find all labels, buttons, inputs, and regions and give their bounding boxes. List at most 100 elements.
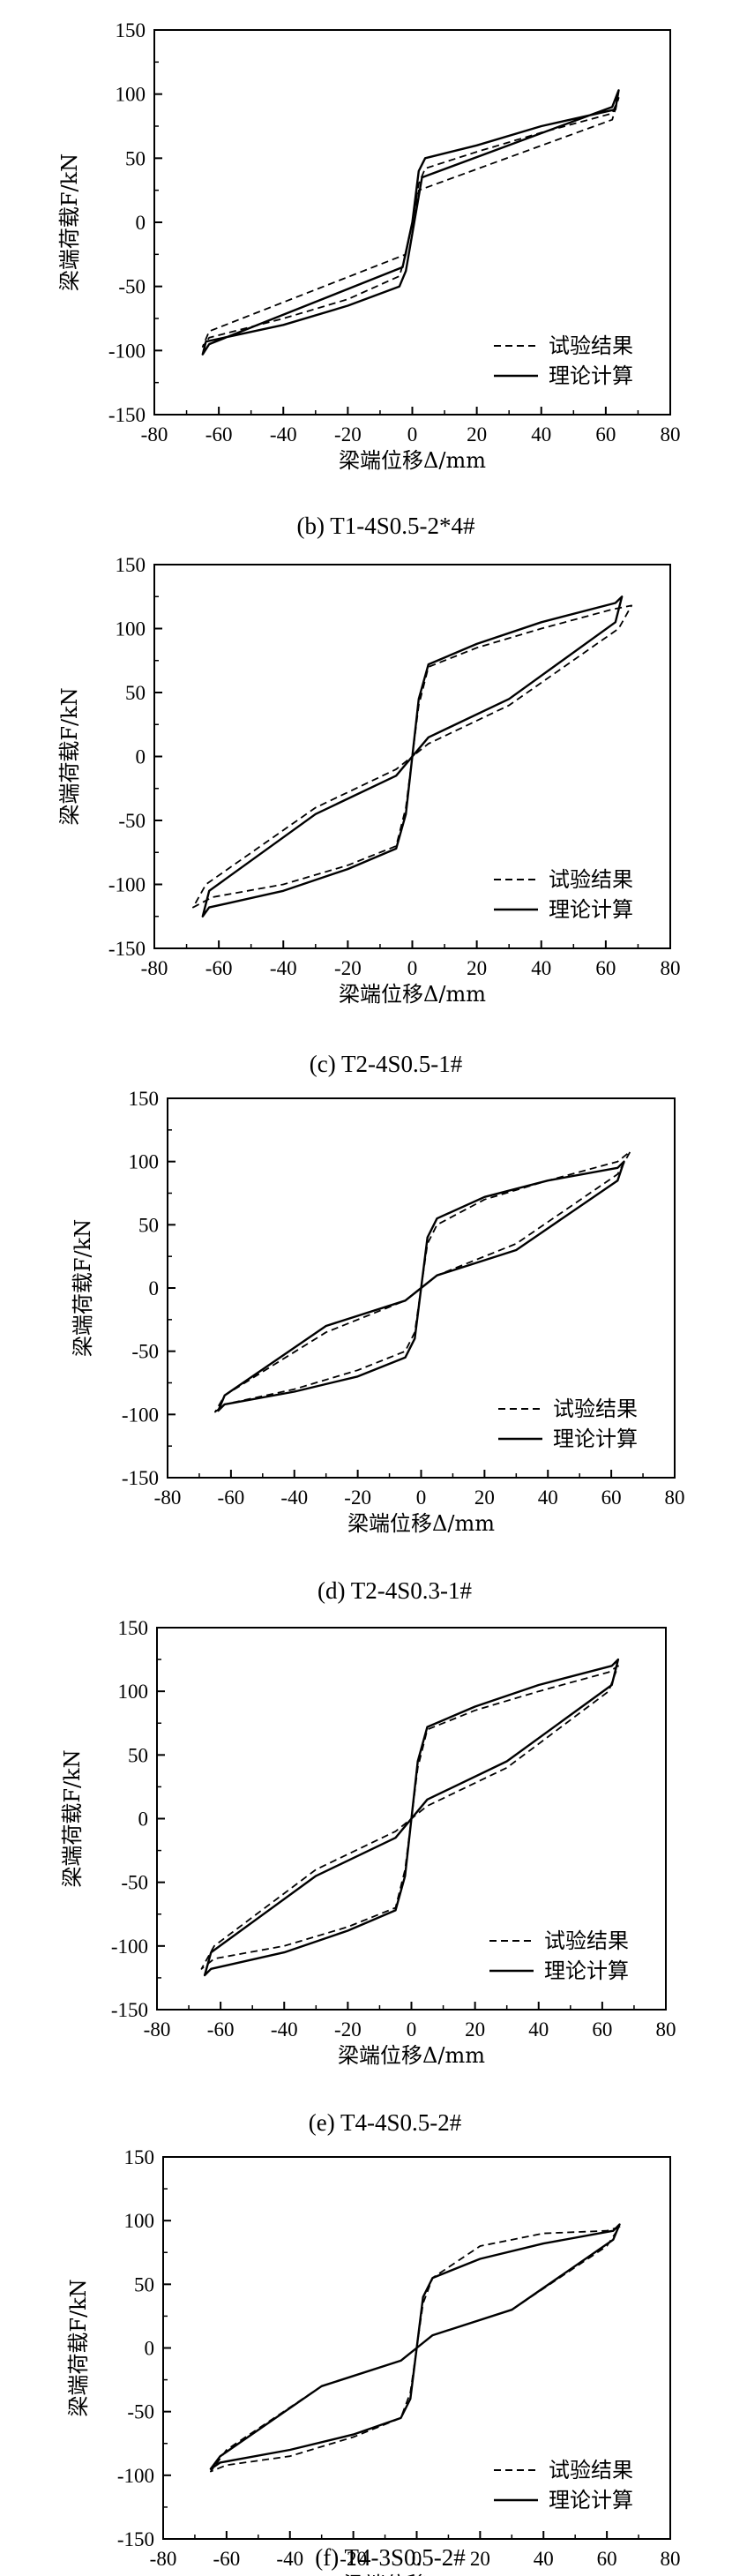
x-tick-label: -20: [334, 423, 362, 446]
y-tick-label: -150: [117, 2528, 154, 2550]
x-tick-label: 20: [474, 1486, 495, 1509]
x-tick-label: 20: [467, 957, 487, 979]
y-tick-label: -50: [131, 1341, 159, 1363]
y-axis-label: 梁端荷载F/kN: [57, 154, 82, 291]
series-line-theory: [217, 1160, 625, 1412]
y-tick-label: 0: [138, 1808, 149, 1831]
y-tick-label: 100: [124, 2210, 155, 2232]
x-tick-label: 60: [597, 2548, 617, 2570]
x-tick-label: 20: [465, 2018, 485, 2041]
series-line-test: [201, 97, 620, 348]
x-tick-label: 60: [595, 957, 616, 979]
series-line-test: [200, 1665, 619, 1970]
y-tick-label: 50: [125, 682, 146, 704]
chart-panel-4: -80 -60 -40 -20 0 20 40 60 80 -150 -100 -50 0 50 100 15…: [66, 2146, 681, 2576]
x-tick-label: -20: [340, 2548, 367, 2570]
y-tick-label: -50: [121, 1872, 148, 1894]
chart-panel-2: -80 -60 -40 -20 0 20 40 60 80 -150 -100 -50 0 50 100 15…: [71, 1088, 685, 1604]
x-tick-label: 80: [661, 957, 681, 979]
x-tick-label: 0: [407, 423, 418, 446]
x-tick-label: 80: [656, 2018, 676, 2041]
x-tick-label: 60: [595, 423, 616, 446]
chart-panel-1: -80 -60 -40 -20 0 20 40 60 80 -150 -100 -50 0 50 100 15…: [57, 554, 681, 1077]
x-tick-label: 60: [601, 1486, 622, 1509]
y-tick-label: -150: [108, 404, 146, 426]
figure-caption: (b) T1-4S0.5-2*4#: [297, 513, 475, 539]
chart-panel-3: -80 -60 -40 -20 0 20 40 60 80 -150 -100 -50 0 50 100 15…: [60, 1617, 676, 2136]
x-tick-label: 80: [665, 1486, 685, 1509]
figure-caption: (f) T4-3S0.5-2#: [315, 2544, 466, 2571]
x-tick-label: 20: [470, 2548, 490, 2570]
x-tick-label: 80: [661, 423, 681, 446]
legend-label-test: 试验结果: [549, 867, 633, 892]
y-tick-label: -50: [118, 810, 146, 832]
legend-label-theory: 理论计算: [544, 1958, 629, 1983]
x-axis-label: 梁端位移Δ/mm: [347, 1511, 495, 1536]
series-line-theory: [201, 89, 620, 356]
x-axis-label: 梁端位移Δ/mm: [343, 2572, 490, 2576]
x-tick-label: -40: [270, 957, 297, 979]
x-tick-label: 0: [407, 957, 418, 979]
y-axis-label: 梁端荷载F/kN: [71, 1219, 95, 1357]
y-tick-label: -100: [108, 340, 146, 362]
y-tick-label: 50: [138, 1214, 159, 1236]
y-tick-label: 150: [124, 2146, 155, 2168]
y-tick-label: -100: [108, 874, 146, 896]
x-axis-label: 梁端位移Δ/mm: [339, 982, 486, 1007]
y-tick-label: 0: [136, 746, 146, 768]
y-tick-label: 100: [116, 618, 146, 640]
y-tick-label: 100: [116, 84, 146, 106]
legend-label-test: 试验结果: [549, 2458, 633, 2482]
legend-label-theory: 理论计算: [549, 2488, 633, 2512]
y-tick-label: 0: [149, 1277, 160, 1299]
legend-label-test: 试验结果: [549, 333, 633, 358]
y-axis-label: 梁端荷载F/kN: [57, 687, 82, 825]
y-tick-label: -150: [111, 1999, 148, 2021]
x-tick-label: -80: [141, 957, 168, 979]
x-tick-label: -60: [205, 423, 233, 446]
y-tick-label: -100: [117, 2465, 154, 2487]
x-tick-label: 0: [412, 2548, 422, 2570]
x-tick-label: 0: [416, 1486, 427, 1509]
x-tick-label: 40: [528, 2018, 549, 2041]
y-tick-label: 0: [145, 2338, 155, 2360]
x-tick-label: 80: [661, 2548, 681, 2570]
legend-label-theory: 理论计算: [549, 897, 633, 922]
x-tick-label: 40: [531, 957, 551, 979]
chart-panel-0: -80 -60 -40 -20 0 20 40 60 80 -150 -100 -50 0 50 100 15…: [57, 19, 681, 539]
y-tick-label: -150: [108, 938, 146, 960]
figure-caption: (c) T2-4S0.5-1#: [310, 1051, 463, 1077]
x-tick-label: -20: [334, 2018, 362, 2041]
x-tick-label: 40: [538, 1486, 558, 1509]
y-tick-label: 150: [129, 1088, 160, 1110]
series-line-theory: [201, 595, 624, 918]
legend-label-theory: 理论计算: [553, 1427, 638, 1451]
y-tick-label: 100: [118, 1681, 149, 1703]
y-axis-label: 梁端荷载F/kN: [60, 1749, 85, 1887]
x-tick-label: -80: [150, 2548, 177, 2570]
y-tick-label: -50: [118, 276, 146, 298]
x-tick-label: 0: [407, 2018, 417, 2041]
y-tick-label: 50: [134, 2273, 154, 2295]
y-tick-label: 100: [129, 1151, 160, 1173]
x-tick-label: -40: [276, 2548, 303, 2570]
y-tick-label: 0: [136, 212, 146, 234]
x-tick-label: -60: [213, 2548, 241, 2570]
x-axis-label: 梁端位移Δ/mm: [338, 2043, 485, 2068]
y-tick-label: 150: [116, 554, 146, 576]
y-tick-label: 50: [125, 147, 146, 169]
x-tick-label: -60: [207, 2018, 235, 2041]
legend-label-test: 试验结果: [544, 1928, 629, 1953]
series-line-theory: [203, 1658, 620, 1977]
figure-caption: (e) T4-4S0.5-2#: [309, 2109, 462, 2136]
x-tick-label: -60: [218, 1486, 245, 1509]
y-axis-label: 梁端荷载F/kN: [66, 2279, 91, 2416]
x-tick-label: 20: [467, 423, 487, 446]
x-tick-label: -80: [141, 423, 168, 446]
x-tick-label: -60: [205, 957, 233, 979]
figure-caption: (d) T2-4S0.3-1#: [317, 1577, 472, 1604]
x-tick-label: -80: [144, 2018, 171, 2041]
y-tick-label: -100: [111, 1936, 148, 1958]
x-tick-label: -40: [270, 423, 297, 446]
